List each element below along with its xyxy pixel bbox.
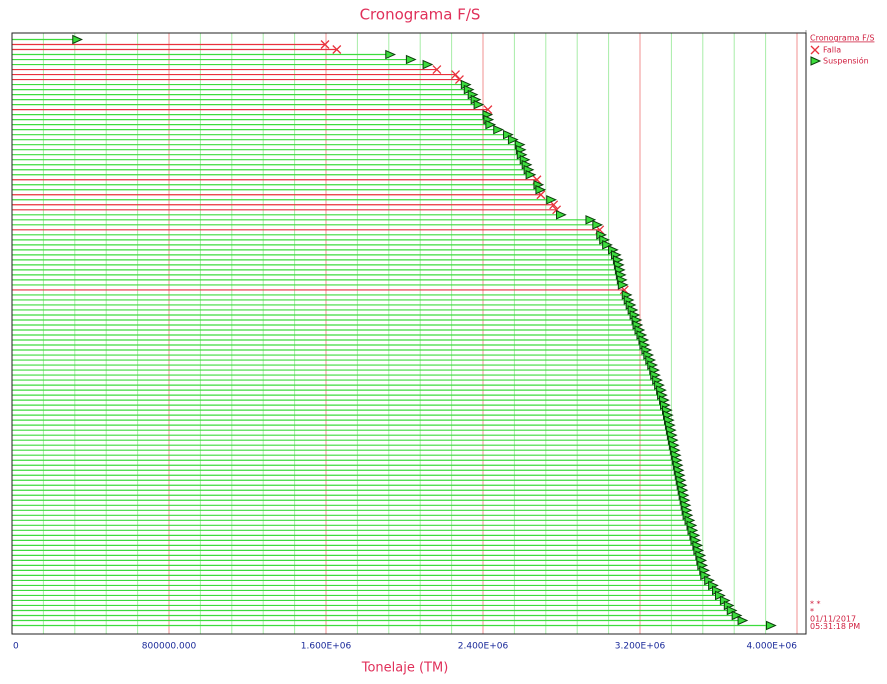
data-marker [602,240,613,250]
data-marker [485,119,497,130]
data-marker [332,45,342,54]
legend-label: Suspensión [823,56,869,66]
x-tick-label: 0 [13,642,19,652]
data-marker [737,615,749,626]
data-marker [731,610,743,621]
data-marker [617,280,629,290]
legend-label: Falla [823,46,841,55]
data-marker [432,65,442,75]
data-marker [525,169,537,180]
data-marker [592,220,604,230]
data-marker [535,184,547,195]
data-marker [493,124,504,135]
note: 05:31:18 PM [810,622,860,631]
x-axis-label: Tonelaje (TM) [361,661,449,676]
note: * * [810,600,821,609]
data-marker [507,134,519,145]
legend-marker [810,56,822,66]
x-tick-label: 3.200E+06 [615,642,666,652]
data-marker [385,49,397,60]
x-tick-label: 2.400E+06 [458,642,509,652]
legend-marker [810,45,820,55]
data-marker [72,34,83,45]
data-marker [585,215,597,225]
data-marker [422,59,434,70]
chart-title: Cronograma F/S [360,6,481,24]
data-marker [473,99,485,110]
x-tick-label: 800000.000 [142,642,197,652]
note: 01/11/2017 [810,615,856,624]
plot-frame [11,32,807,635]
data-marker [546,195,557,205]
legend-title: Cronograma F/S [810,34,874,43]
data-marker [766,620,777,631]
x-tick-label: 4.000E+06 [747,642,798,652]
data-marker [405,54,417,65]
data-marker [320,40,330,49]
data-marker [451,70,460,80]
data-marker [556,210,567,220]
note: * [810,607,814,616]
x-tick-label: 1.600E+06 [301,642,352,652]
